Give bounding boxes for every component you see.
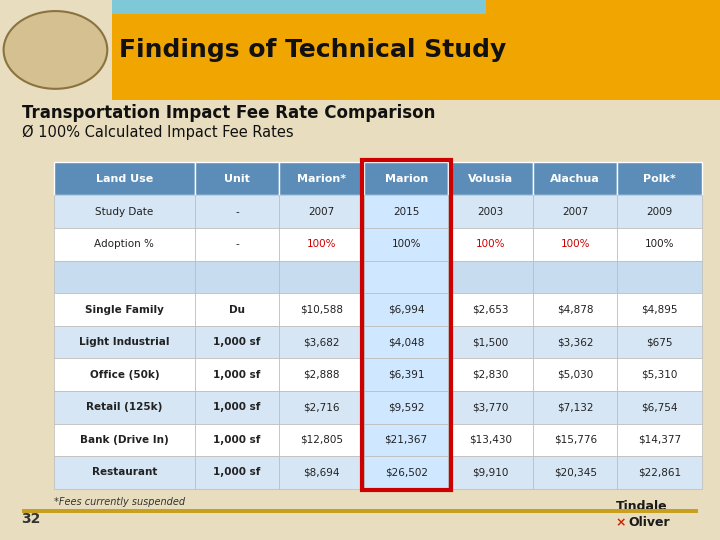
Text: $9,910: $9,910 [472, 468, 509, 477]
Text: $3,770: $3,770 [472, 402, 509, 412]
Text: $4,048: $4,048 [388, 337, 424, 347]
Text: $6,754: $6,754 [642, 402, 678, 412]
Text: Bank (Drive In): Bank (Drive In) [80, 435, 168, 445]
Text: -: - [235, 207, 239, 217]
Text: 1,000 sf: 1,000 sf [213, 337, 261, 347]
Text: 100%: 100% [476, 239, 505, 249]
Text: $3,362: $3,362 [557, 337, 593, 347]
Text: $13,430: $13,430 [469, 435, 512, 445]
Text: $5,030: $5,030 [557, 370, 593, 380]
Text: Tindale: Tindale [616, 500, 667, 513]
Text: $12,805: $12,805 [300, 435, 343, 445]
Text: Du: Du [229, 305, 245, 314]
Text: $2,653: $2,653 [472, 305, 509, 314]
Text: $2,830: $2,830 [472, 370, 509, 380]
Text: $14,377: $14,377 [638, 435, 681, 445]
Text: 1,000 sf: 1,000 sf [213, 402, 261, 412]
Text: $26,502: $26,502 [384, 468, 428, 477]
Text: $15,776: $15,776 [554, 435, 597, 445]
Text: $675: $675 [647, 337, 673, 347]
Text: 1,000 sf: 1,000 sf [213, 370, 261, 380]
Text: Ø 100% Calculated Impact Fee Rates: Ø 100% Calculated Impact Fee Rates [22, 125, 293, 140]
Text: $20,345: $20,345 [554, 468, 597, 477]
Text: $2,716: $2,716 [303, 402, 340, 412]
Text: $8,694: $8,694 [303, 468, 340, 477]
Text: $2,888: $2,888 [303, 370, 340, 380]
Text: 1,000 sf: 1,000 sf [213, 435, 261, 445]
Text: Land Use: Land Use [96, 174, 153, 184]
Text: Retail (125k): Retail (125k) [86, 402, 163, 412]
Text: Findings of Technical Study: Findings of Technical Study [119, 38, 506, 62]
Text: 2009: 2009 [647, 207, 673, 217]
Text: Marion: Marion [384, 174, 428, 184]
Text: $7,132: $7,132 [557, 402, 593, 412]
Text: Marion*: Marion* [297, 174, 346, 184]
Text: Oliver: Oliver [629, 516, 670, 529]
Text: $10,588: $10,588 [300, 305, 343, 314]
Text: 32: 32 [22, 512, 41, 526]
Text: Alachua: Alachua [550, 174, 600, 184]
Text: $3,682: $3,682 [303, 337, 340, 347]
Text: $5,310: $5,310 [642, 370, 678, 380]
Text: 100%: 100% [307, 239, 336, 249]
Text: Transportation Impact Fee Rate Comparison: Transportation Impact Fee Rate Compariso… [22, 104, 435, 123]
Text: Unit: Unit [224, 174, 250, 184]
Text: 2003: 2003 [477, 207, 504, 217]
Text: -: - [235, 239, 239, 249]
Text: ×: × [616, 516, 626, 529]
Text: Restaurant: Restaurant [91, 468, 157, 477]
Text: 100%: 100% [560, 239, 590, 249]
Text: 2007: 2007 [309, 207, 335, 217]
Text: $21,367: $21,367 [384, 435, 428, 445]
Text: Single Family: Single Family [85, 305, 164, 314]
Text: $6,994: $6,994 [388, 305, 424, 314]
Text: Polk*: Polk* [644, 174, 676, 184]
Text: 1,000 sf: 1,000 sf [213, 468, 261, 477]
Text: Volusia: Volusia [468, 174, 513, 184]
Text: $1,500: $1,500 [472, 337, 509, 347]
Text: Study Date: Study Date [95, 207, 153, 217]
Text: 2015: 2015 [393, 207, 419, 217]
Text: 100%: 100% [392, 239, 421, 249]
Text: 100%: 100% [645, 239, 675, 249]
Text: $4,895: $4,895 [642, 305, 678, 314]
Text: $6,391: $6,391 [388, 370, 424, 380]
Text: *Fees currently suspended: *Fees currently suspended [54, 497, 185, 507]
Text: 2007: 2007 [562, 207, 588, 217]
Text: $4,878: $4,878 [557, 305, 593, 314]
Text: Adoption %: Adoption % [94, 239, 154, 249]
Text: Office (50k): Office (50k) [89, 370, 159, 380]
Text: $9,592: $9,592 [388, 402, 424, 412]
Text: $22,861: $22,861 [638, 468, 681, 477]
Text: Light Industrial: Light Industrial [79, 337, 170, 347]
